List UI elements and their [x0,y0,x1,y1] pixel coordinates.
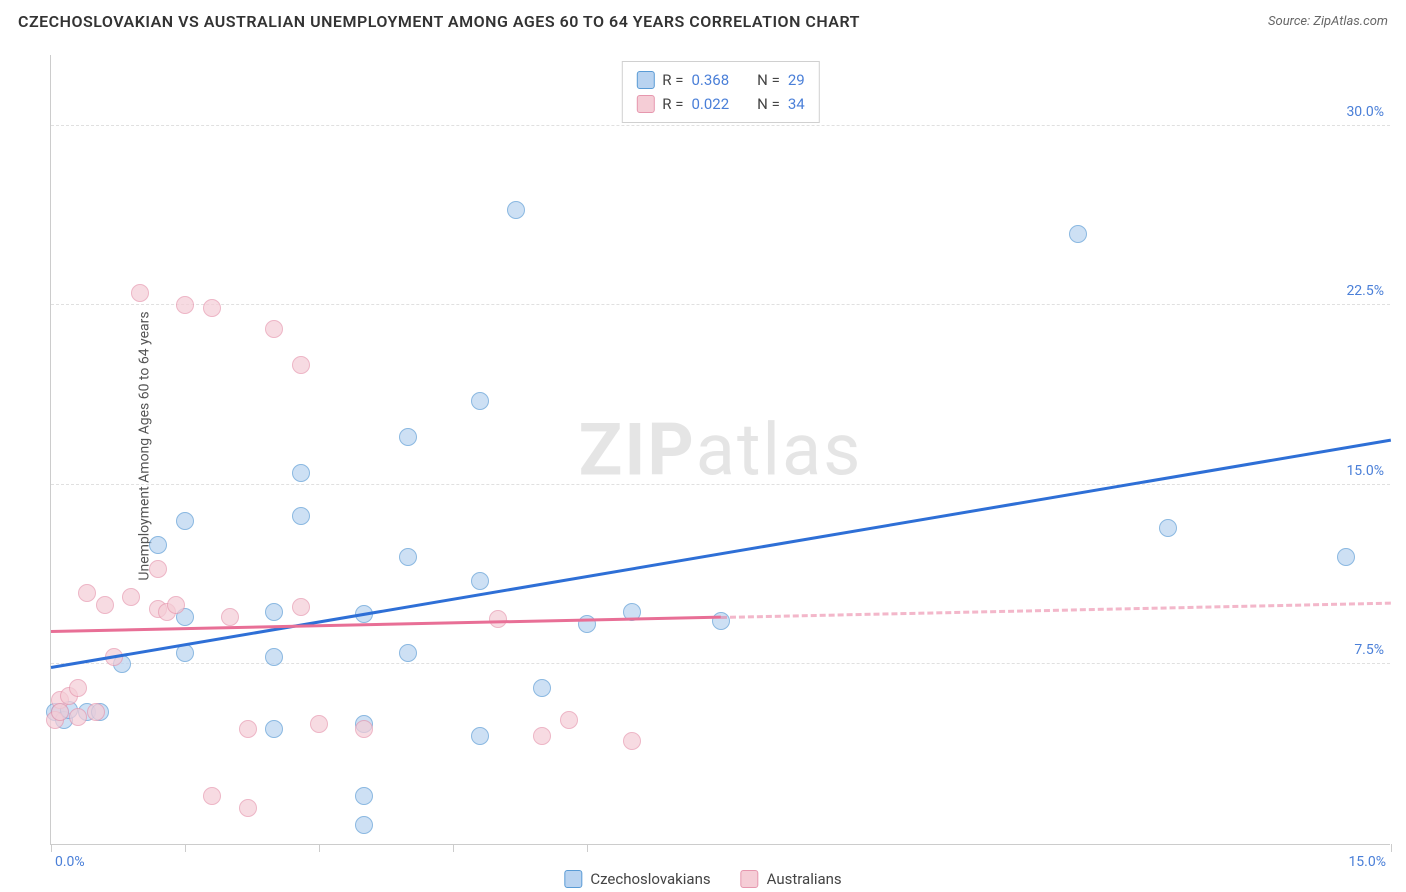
data-point [355,816,373,834]
trendline [51,616,721,633]
data-point [623,732,641,750]
swatch-blue-icon [564,870,582,888]
data-point [533,679,551,697]
data-point [292,507,310,525]
gridline [51,484,1390,485]
data-point [292,464,310,482]
data-point [399,548,417,566]
legend-item-aus: Australians [741,870,842,888]
source-label: Source: ZipAtlas.com [1268,14,1388,29]
gridline [51,663,1390,664]
data-point [1069,225,1087,243]
y-tick-label: 7.5% [1354,642,1384,658]
data-point [265,648,283,666]
data-point [149,536,167,554]
x-tick-label: 0.0% [55,854,85,870]
series-legend: Czechoslovakians Australians [564,870,841,888]
data-point [167,596,185,614]
x-tick-label: 15.0% [1348,854,1386,870]
x-tick [587,844,588,852]
data-point [355,787,373,805]
gridline [51,304,1390,305]
data-point [203,299,221,317]
data-point [265,720,283,738]
data-point [471,392,489,410]
watermark-atlas: atlas [696,407,863,492]
data-point [560,711,578,729]
data-point [471,727,489,745]
legend-label-czech: Czechoslovakians [590,870,710,888]
data-point [69,708,87,726]
data-point [399,428,417,446]
data-point [122,588,140,606]
data-point [310,715,328,733]
legend-item-czech: Czechoslovakians [564,870,710,888]
swatch-pink-icon [741,870,759,888]
swatch-pink [636,95,654,113]
chart-plot-area: ZIPatlas R = 0.368 N = 29 R = 0.022 N = … [50,55,1390,845]
data-point [87,703,105,721]
data-point [51,703,69,721]
n-value-czech: 29 [788,68,805,92]
data-point [239,799,257,817]
data-point [399,644,417,662]
data-point [265,320,283,338]
n-value-aus: 34 [788,92,805,116]
legend-label-aus: Australians [767,870,842,888]
x-tick [51,844,52,852]
r-label: R = [662,68,683,92]
x-tick [185,844,186,852]
x-tick [319,844,320,852]
data-point [176,512,194,530]
data-point [265,603,283,621]
data-point [221,608,239,626]
x-tick [1391,844,1392,852]
stats-row-czech: R = 0.368 N = 29 [636,68,804,92]
y-tick-label: 15.0% [1346,463,1384,479]
gridline [51,125,1390,126]
data-point [1337,548,1355,566]
r-value-aus: 0.022 [691,92,729,116]
stats-row-aus: R = 0.022 N = 34 [636,92,804,116]
data-point [507,201,525,219]
chart-title: CZECHOSLOVAKIAN VS AUSTRALIAN UNEMPLOYME… [18,12,860,31]
data-point [78,584,96,602]
watermark: ZIPatlas [579,407,863,492]
data-point [96,596,114,614]
trendline [721,602,1391,619]
data-point [149,560,167,578]
watermark-zip: ZIP [579,407,696,492]
data-point [533,727,551,745]
data-point [239,720,257,738]
data-point [69,679,87,697]
data-point [203,787,221,805]
swatch-blue [636,71,654,89]
stats-legend-box: R = 0.368 N = 29 R = 0.022 N = 34 [621,61,819,123]
n-label: N = [757,92,780,116]
y-tick-label: 22.5% [1346,283,1384,299]
x-tick [453,844,454,852]
data-point [1159,519,1177,537]
r-label: R = [662,92,683,116]
data-point [489,610,507,628]
data-point [471,572,489,590]
trendline [51,439,1391,669]
n-label: N = [757,68,780,92]
data-point [176,296,194,314]
data-point [355,720,373,738]
data-point [292,356,310,374]
y-tick-label: 30.0% [1346,104,1384,120]
r-value-czech: 0.368 [691,68,729,92]
data-point [131,284,149,302]
data-point [292,598,310,616]
